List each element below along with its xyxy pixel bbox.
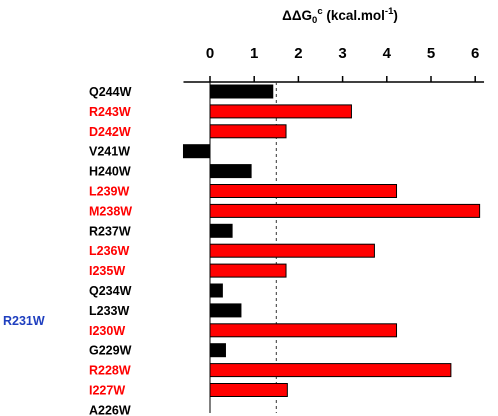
x-tick-label: 3 — [338, 45, 346, 62]
x-tick-label: 4 — [383, 45, 392, 62]
bar-l239w — [209, 184, 398, 198]
title-superscript: c — [317, 6, 322, 17]
category-label-i227w: I227W — [89, 384, 125, 398]
category-label-i230w: I230W — [89, 324, 125, 338]
x-tick-label: 2 — [294, 45, 302, 62]
title-units-superscript: -1 — [385, 6, 394, 17]
category-label-d242w: D242W — [89, 125, 131, 139]
bar-i230w — [209, 323, 398, 338]
bar-g229w — [209, 343, 226, 358]
bar-d242w — [209, 124, 287, 139]
category-label-l236w: L236W — [89, 244, 129, 258]
title-units-close: ) — [393, 8, 398, 23]
category-label-r243w: R243W — [89, 105, 131, 119]
bar-r243w — [209, 104, 352, 119]
x-tick-label: 6 — [471, 45, 479, 62]
bar-r237w — [209, 223, 233, 238]
title-subscript: 0 — [312, 15, 317, 26]
bar-l233w — [209, 303, 242, 318]
x-tick-label: 5 — [427, 45, 435, 62]
bar-l236w — [209, 243, 375, 258]
bars — [182, 84, 481, 397]
title-main: ΔΔG — [282, 8, 312, 23]
category-label-q244w: Q244W — [89, 85, 132, 99]
chart-title: ΔΔG0c (kcal.mol-1) — [282, 6, 398, 26]
category-label-a226w: A226W — [89, 403, 131, 416]
x-tick-label: 1 — [250, 45, 258, 62]
side-label: R231W — [3, 314, 45, 328]
category-label-m238w: M238W — [89, 204, 132, 218]
bar-i235w — [209, 263, 287, 278]
bar-r228w — [209, 363, 452, 378]
bar-q244w — [209, 84, 274, 99]
category-label-l239w: L239W — [89, 185, 129, 199]
bar-h240w — [209, 164, 252, 179]
category-label-v241w: V241W — [89, 145, 130, 159]
bar-i227w — [209, 383, 288, 397]
category-label-h240w: H240W — [89, 165, 131, 179]
category-label-r228w: R228W — [89, 364, 131, 378]
x-tick-label: 0 — [206, 45, 214, 62]
category-label-g229w: G229W — [89, 344, 132, 358]
bar-m238w — [209, 203, 481, 218]
category-label-r237w: R237W — [89, 224, 131, 238]
bar-v241w — [182, 144, 211, 159]
bar-q234w — [209, 283, 223, 298]
category-label-q234w: Q234W — [89, 284, 132, 298]
title-units: (kcal.mol — [323, 8, 385, 23]
category-labels: Q244W R243W D242W V241W H240W L239W M238W R237W… — [89, 85, 132, 416]
category-label-l233w: L233W — [89, 304, 129, 318]
category-label-i235w: I235W — [89, 264, 125, 278]
